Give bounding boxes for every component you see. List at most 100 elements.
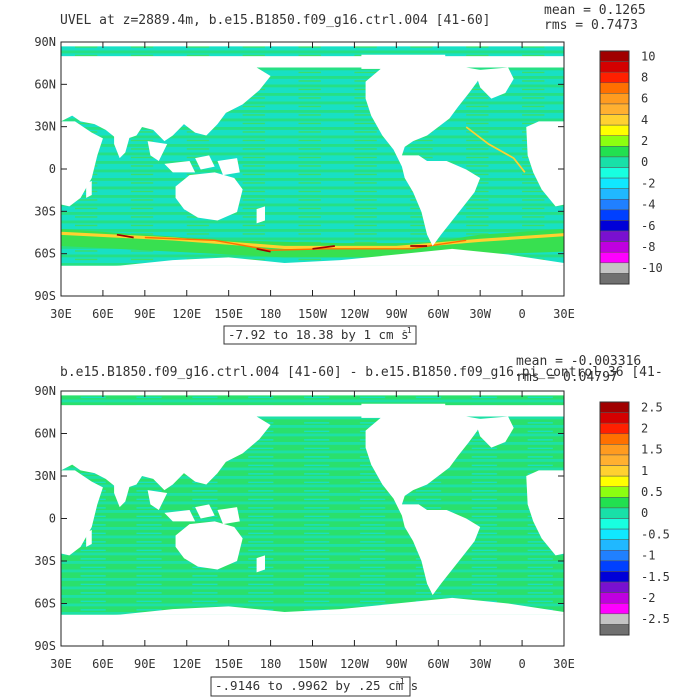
x-tick-label: 0 [518,307,525,321]
panel2-title: b.e15.B1850.f09_g16.ctrl.004 [41-60] - b… [60,365,663,380]
colorbar-swatch [599,465,630,477]
colorbar-swatch [599,444,630,456]
panel2-colorbar: 2.5 2 1.5 1 0.5 0 -0.5 -1 -1.5 -2 -2.5 [599,400,670,636]
colorbar-swatch [599,114,630,126]
colorbar-frame [599,401,630,636]
x-tick-label: 120W [340,657,370,671]
panel1-units-exp: -1 [402,326,412,335]
colorbar-label: 1 [641,464,648,478]
colorbar-swatch [599,401,630,413]
y-tick-label: 60N [34,427,56,441]
panel1-rms: rms = 0.7473 [544,18,638,33]
panel2-range-text: -.9146 to .9962 by .25 cm s [215,678,418,693]
colorbar-swatch [599,230,630,242]
y-tick-label: 90S [34,639,56,653]
colorbar-label: 6 [641,92,648,106]
y-tick-label: 30S [34,204,56,218]
colorbar-swatch [599,539,630,551]
colorbar-label: 1.5 [641,443,663,457]
colorbar-swatch [599,167,630,179]
colorbar-swatch [599,188,630,200]
panel2-range-box: -.9146 to .9962 by .25 cm s -1 [210,676,418,697]
colorbar-swatch [599,422,630,435]
colorbar-swatch [599,199,630,211]
panel2-x-axis: 30E 60E 90E 120E 150E 180 150W 120W 90W 60W 30W 0 30… [50,391,575,671]
y-tick-label: 30S [34,554,56,568]
y-tick-label: 0 [49,162,56,176]
colorbar-swatch [599,93,630,105]
colorbar-frame [599,50,630,285]
x-tick-label: 180 [260,307,282,321]
colorbar-swatch [599,454,630,466]
colorbar-label: 8 [641,70,648,84]
colorbar-swatch [599,103,630,115]
colorbar-swatch [599,135,630,147]
y-tick-label: 60S [34,597,56,611]
colorbar-label: -2 [641,176,655,190]
colorbar-swatch [599,497,630,509]
colorbar-label: 0 [641,155,648,169]
panel1-map [61,46,564,266]
x-tick-label: 120W [340,307,370,321]
colorbar-swatch [599,528,630,540]
x-tick-label: 90W [385,307,407,321]
colorbar-swatch [599,262,630,274]
colorbar-swatch [599,475,630,487]
x-tick-label: 30W [469,307,491,321]
y-tick-label: 60S [34,247,56,261]
x-tick-label: 120E [172,657,201,671]
colorbar-swatch [599,433,630,445]
panel1-x-axis: 30E 60E 90E 120E 150E 180 150W 120W 90W 60W 30W 0 30… [50,42,575,321]
x-tick-label: 0 [518,657,525,671]
y-tick-label: 60N [34,77,56,91]
panel2-map [61,395,564,615]
x-tick-label: 30W [469,657,491,671]
x-tick-label: 90W [385,657,407,671]
x-tick-label: 120E [172,307,201,321]
colorbar-swatch [599,412,630,424]
x-tick-label: 150E [214,307,243,321]
colorbar-label: 2 [641,134,648,148]
colorbar-swatch [599,518,630,530]
colorbar-swatch [599,209,630,221]
panel1-mean: mean = 0.1265 [544,3,646,18]
panel2-mean: mean = -0.003316 [516,354,641,369]
x-tick-label: 30E [553,657,575,671]
x-tick-label: 90E [134,307,156,321]
colorbar-swatch [599,61,630,73]
panel2-rms: rms = 0.04797 [516,370,618,385]
colorbar-swatch [599,241,630,253]
colorbar-swatch [599,486,630,498]
colorbar-swatch [599,592,630,604]
panel1-acc-orange [144,236,467,251]
colorbar-swatch [599,507,630,519]
y-tick-label: 90S [34,289,56,303]
colorbar-label: 0.5 [641,485,663,499]
x-tick-label: 30E [50,657,72,671]
panel2-y-axis: 90N 60N 30N 0 30S 60S 90S [34,384,564,653]
colorbar-swatch [599,146,630,158]
x-tick-label: 150W [298,307,328,321]
y-tick-label: 30N [34,120,56,134]
colorbar-swatch [599,613,630,625]
colorbar-swatch [599,156,630,168]
panel1-western-boundary [465,126,526,173]
x-tick-label: 30E [50,307,72,321]
colorbar-label: 2 [641,421,648,435]
panel1-range-text: -7.92 to 18.38 by 1 cm s [228,327,409,342]
x-tick-label: 30E [553,307,575,321]
colorbar-label: -1 [641,549,655,563]
colorbar-label: -2.5 [641,612,670,626]
x-tick-label: 60E [92,657,114,671]
x-tick-label: 150W [298,657,328,671]
colorbar-label: -2 [641,591,655,605]
colorbar-swatch [599,602,630,615]
panel1-colorbar: 10 8 6 4 2 0 -2 -4 -6 -8 -10 [599,49,663,285]
colorbar-swatch [599,273,630,285]
colorbar-label: -0.5 [641,527,670,541]
colorbar-swatch [599,50,630,62]
x-tick-label: 180 [260,657,282,671]
colorbar-label: -6 [641,219,655,233]
colorbar-swatch [599,220,630,232]
